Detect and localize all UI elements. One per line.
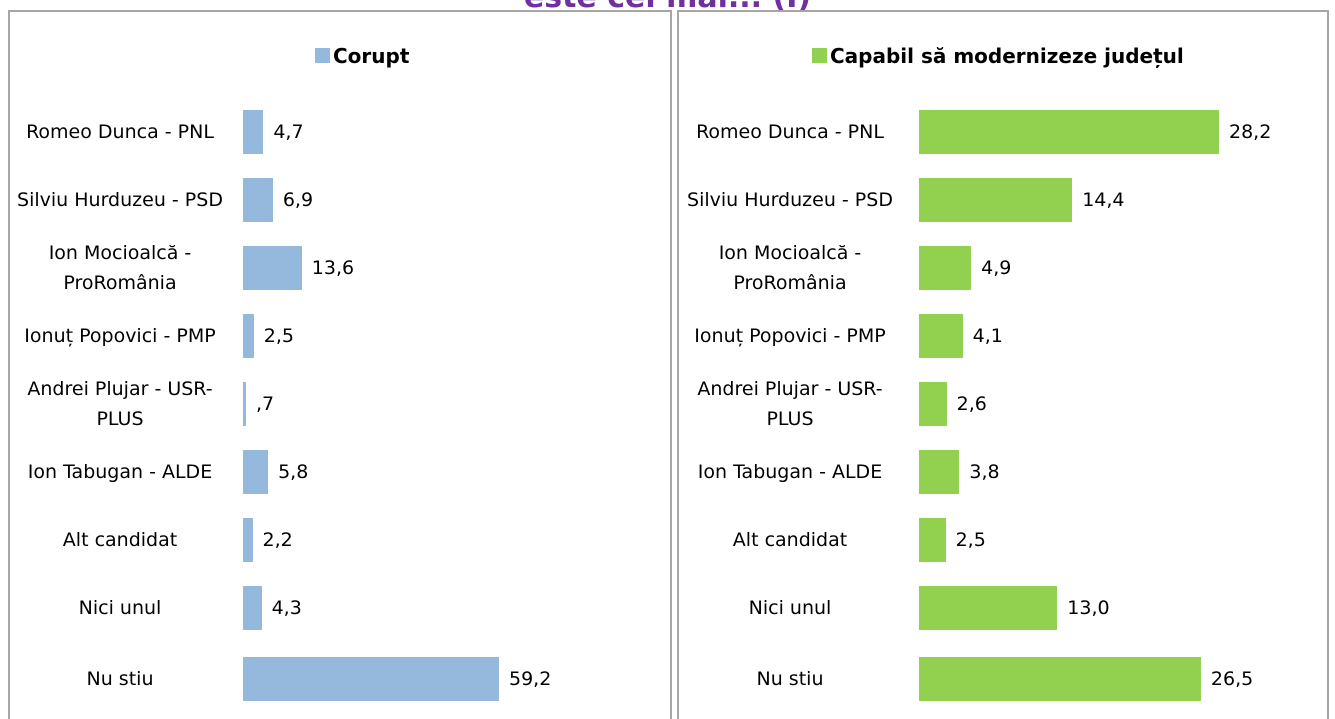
- bar: [243, 382, 247, 426]
- category-label: Silviu Hurduzeu - PSD: [687, 189, 893, 211]
- category-label: Nici unul: [78, 597, 162, 619]
- bar: [919, 246, 972, 290]
- category-label: Andrei Plujar - USR-PLUS: [697, 378, 883, 430]
- category-label: Ionuț Popovici - PMP: [24, 325, 216, 347]
- value-label: 4,1: [972, 325, 1003, 347]
- category-label: Nici unul: [748, 597, 832, 619]
- bar: [243, 450, 269, 494]
- category-label: Alt candidat: [732, 529, 848, 551]
- value-label: 2,5: [955, 529, 986, 551]
- category-label: Romeo Dunca - PNL: [26, 121, 214, 143]
- value-label: 2,2: [262, 529, 293, 551]
- value-label: 26,5: [1210, 668, 1254, 690]
- bar: [919, 450, 960, 494]
- bar: [919, 586, 1058, 630]
- category-label: Ion Tabugan - ALDE: [27, 461, 213, 483]
- bar: [243, 586, 262, 630]
- value-label: 6,9: [282, 189, 314, 211]
- category-label: Alt candidat: [62, 529, 178, 551]
- value-label: 13,0: [1067, 597, 1110, 619]
- category-label: Nu stiu: [86, 668, 154, 690]
- bar: [919, 657, 1201, 701]
- category-label: Romeo Dunca - PNL: [696, 121, 884, 143]
- bar: [243, 246, 302, 290]
- value-label: 59,2: [509, 668, 552, 690]
- value-label: 5,8: [278, 461, 309, 483]
- legend-label: Corupt: [333, 44, 410, 68]
- bar: [243, 110, 264, 154]
- value-label: 13,6: [311, 257, 355, 279]
- legend-swatch: [315, 48, 330, 63]
- bar: [919, 314, 963, 358]
- value-label: 2,5: [263, 325, 295, 347]
- bar: [919, 178, 1073, 222]
- value-label: 4,7: [273, 121, 304, 143]
- bar: [243, 657, 499, 701]
- bar: [243, 518, 253, 562]
- panel: [677, 10, 1329, 719]
- category-label: Ion Mocioalcă - ProRomânia: [718, 242, 862, 294]
- bar: [243, 178, 273, 222]
- value-label: 4,3: [271, 597, 302, 619]
- legend-swatch: [812, 48, 827, 63]
- value-label: 2,6: [956, 393, 987, 415]
- category-label: Ion Tabugan - ALDE: [697, 461, 883, 483]
- category-label: Andrei Plujar - USR-PLUS: [27, 378, 213, 430]
- value-label: 28,2: [1229, 121, 1272, 143]
- category-label: Silviu Hurduzeu - PSD: [17, 189, 223, 211]
- value-label: 3,8: [969, 461, 1000, 483]
- value-label: ,7: [256, 393, 275, 415]
- bar: [243, 314, 254, 358]
- panel: [8, 10, 672, 719]
- value-label: 14,4: [1082, 189, 1125, 211]
- bar: [919, 110, 1219, 154]
- category-label: Nu stiu: [756, 668, 824, 690]
- category-label: Ion Mocioalcă - ProRomânia: [48, 242, 192, 294]
- category-label: Ionuț Popovici - PMP: [694, 325, 886, 347]
- bar: [919, 382, 947, 426]
- bar: [919, 518, 946, 562]
- legend-label: Capabil să modernizeze județul: [830, 44, 1184, 68]
- value-label: 4,9: [981, 257, 1012, 279]
